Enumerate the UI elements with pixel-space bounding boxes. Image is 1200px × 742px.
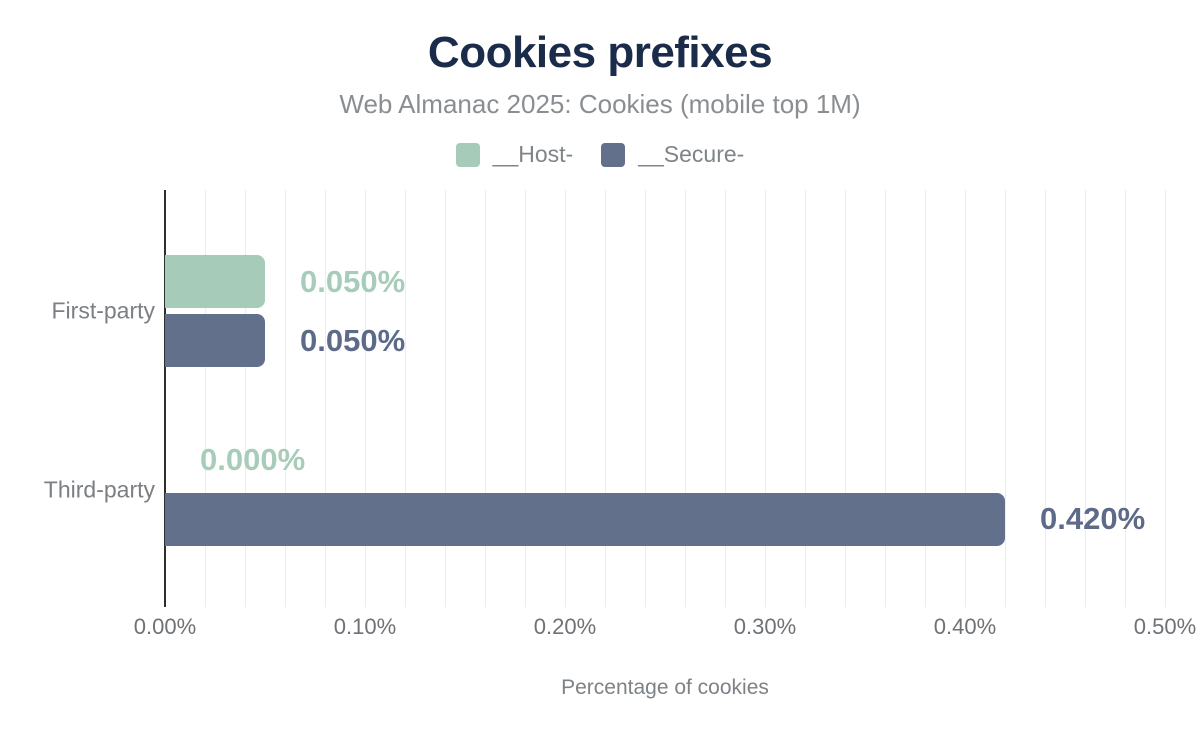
value-label-host-third-party: 0.000% — [200, 442, 306, 477]
y-axis-line — [164, 190, 166, 607]
gridline — [965, 190, 966, 607]
x-tick-label: 0.40% — [933, 614, 997, 639]
gridline — [245, 190, 246, 607]
gridline — [1165, 190, 1166, 607]
gridline — [725, 190, 726, 607]
x-tick-label: 0.50% — [1133, 614, 1197, 639]
chart-title: Cookies prefixes — [427, 28, 773, 77]
legend-label: __Secure- — [638, 141, 745, 167]
gridline — [485, 190, 486, 607]
value-label-host-first-party: 0.050% — [300, 263, 406, 299]
x-tick-label: 0.00% — [133, 614, 197, 639]
x-tick-label: 0.30% — [733, 614, 797, 639]
gridline — [445, 190, 446, 607]
value-label-secure-first-party: 0.050% — [300, 322, 406, 358]
value-label-secure-third-party: 0.420% — [1040, 501, 1146, 536]
x-tick-label: 0.20% — [533, 614, 597, 639]
gridline — [1045, 190, 1046, 607]
gridline — [805, 190, 806, 607]
gridline — [925, 190, 926, 607]
gridline — [565, 190, 566, 607]
legend-swatch-host — [455, 142, 480, 167]
gridline — [405, 190, 406, 607]
gridline — [365, 190, 366, 607]
gridline — [845, 190, 846, 607]
bar-secure-first-party — [165, 314, 265, 367]
gridline — [645, 190, 646, 607]
bar-secure-third-party — [165, 492, 1005, 546]
chart-subtitle: Web Almanac 2025: Cookies (mobile top 1M… — [339, 89, 861, 119]
legend: __Host- __Secure- — [0, 141, 1200, 168]
legend-label: __Host- — [492, 141, 574, 167]
legend-swatch-secure — [601, 142, 626, 167]
gridline — [205, 190, 206, 607]
plot-area: 0.050% 0.050% First-party 0.000% 0.420% Third… — [44, 190, 1196, 639]
bar-host-first-party — [165, 255, 265, 308]
gridline — [885, 190, 886, 607]
legend-item-secure: __Secure- — [601, 141, 744, 168]
category-label-first-party: First-party — [51, 297, 156, 324]
gridline — [525, 190, 526, 607]
gridline — [1085, 190, 1086, 607]
category-label-third-party: Third-party — [43, 476, 155, 502]
x-tick-label: 0.10% — [333, 614, 397, 639]
gridline — [285, 190, 286, 607]
legend-item-host: __Host- — [455, 141, 574, 168]
x-axis-title: Percentage of cookies — [561, 676, 769, 699]
gridline — [1125, 190, 1126, 607]
gridline — [605, 190, 606, 607]
gridline — [685, 190, 686, 607]
gridline — [1005, 190, 1006, 607]
gridline — [325, 190, 326, 607]
gridline — [765, 190, 766, 607]
